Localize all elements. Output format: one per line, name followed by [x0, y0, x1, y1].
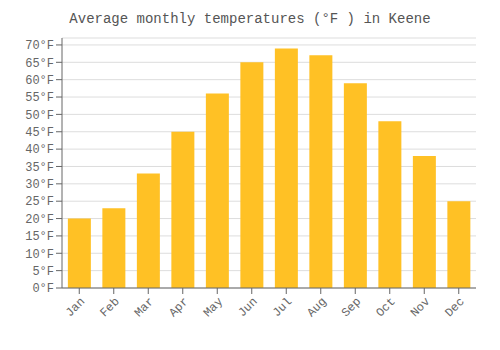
svg-text:Oct: Oct — [373, 295, 398, 320]
svg-text:50°F: 50°F — [25, 109, 54, 123]
svg-text:Dec: Dec — [442, 295, 467, 320]
svg-text:70°F: 70°F — [25, 39, 54, 53]
svg-text:25°F: 25°F — [25, 195, 54, 209]
svg-text:30°F: 30°F — [25, 178, 54, 192]
svg-text:40°F: 40°F — [25, 143, 54, 157]
svg-text:10°F: 10°F — [25, 248, 54, 262]
svg-text:60°F: 60°F — [25, 74, 54, 88]
svg-text:Jan: Jan — [63, 295, 88, 320]
svg-text:Feb: Feb — [97, 295, 122, 320]
svg-text:Jul: Jul — [270, 295, 295, 320]
svg-text:Mar: Mar — [132, 295, 157, 320]
svg-text:45°F: 45°F — [25, 126, 54, 140]
svg-text:Nov: Nov — [408, 295, 433, 320]
svg-text:35°F: 35°F — [25, 161, 54, 175]
svg-text:Aug: Aug — [304, 295, 329, 320]
svg-text:Jun: Jun — [235, 295, 260, 320]
html-text:Average monthly temperatures (: Average monthly temperatures (°F ) in Ke… — [69, 11, 431, 27]
svg-text:May: May — [201, 295, 226, 320]
svg-text:55°F: 55°F — [25, 91, 54, 105]
svg-text:65°F: 65°F — [25, 57, 54, 71]
svg-text:0°F: 0°F — [32, 282, 54, 296]
svg-text:5°F: 5°F — [32, 265, 54, 279]
svg-text:Sep: Sep — [339, 295, 364, 320]
svg-text:20°F: 20°F — [25, 213, 54, 227]
svg-text:15°F: 15°F — [25, 230, 54, 244]
svg-text:Apr: Apr — [166, 295, 191, 320]
